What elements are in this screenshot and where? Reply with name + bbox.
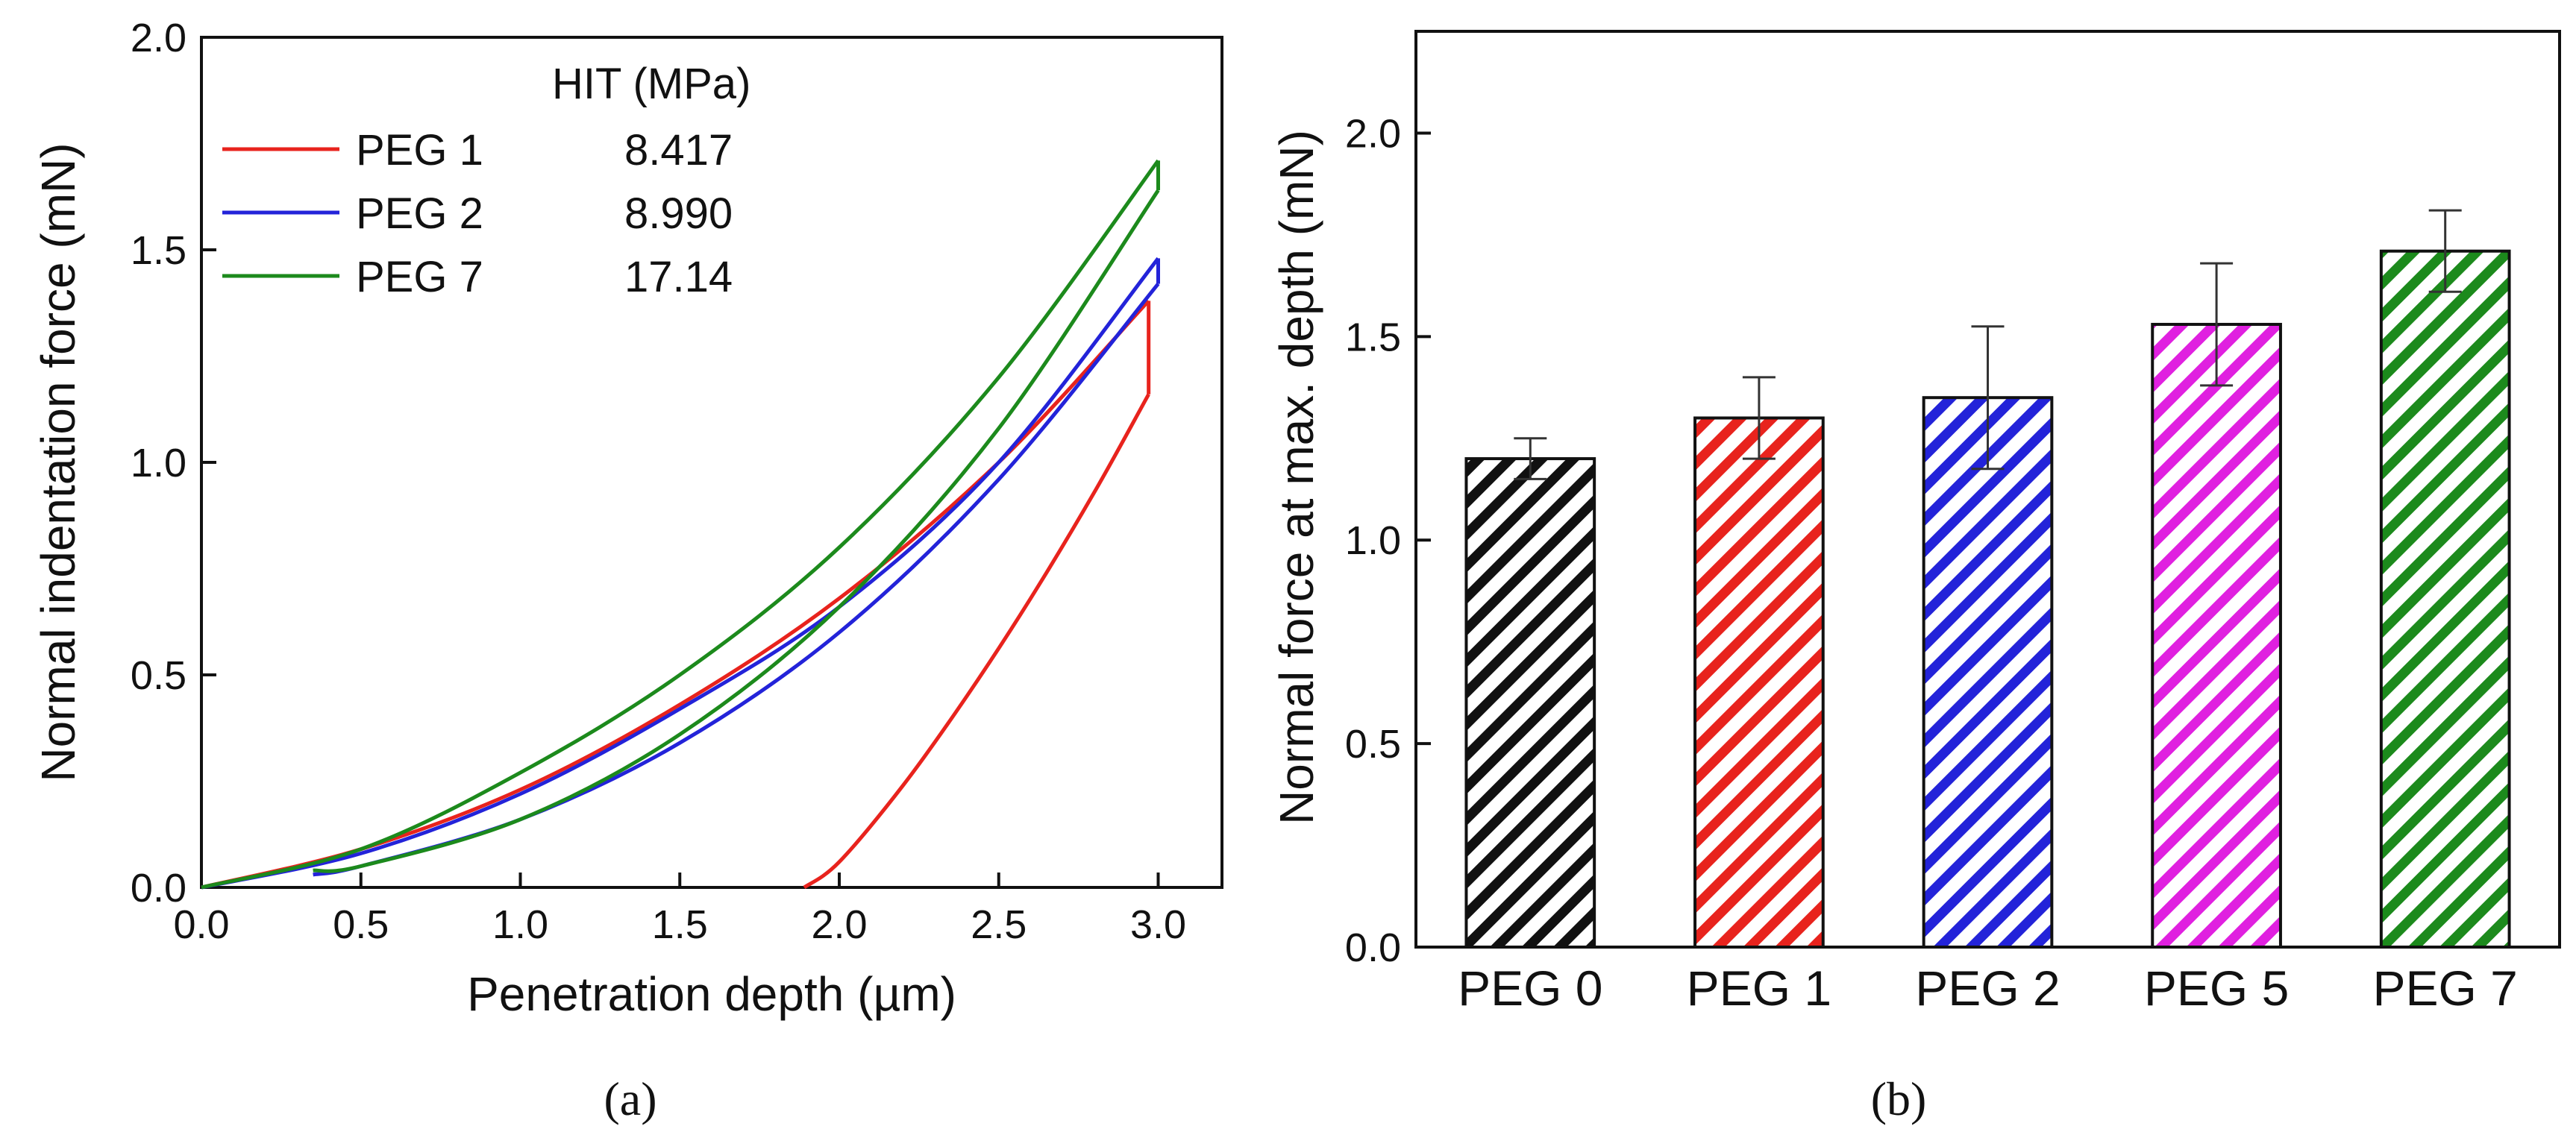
panel-a-y-tick-label-4: 2.0 bbox=[131, 16, 187, 60]
panel-a-legend: HIT (MPa) PEG 1 8.417 PEG 2 8.990 PEG 7 … bbox=[222, 60, 750, 301]
bar-group-peg-7 bbox=[2379, 209, 2511, 949]
legend-label-peg-7: PEG 7 bbox=[356, 253, 483, 301]
panel-b-y-tick-label-2: 1.0 bbox=[1345, 518, 1401, 563]
bar-peg-7 bbox=[2379, 249, 2511, 949]
legend-label-peg-1: PEG 1 bbox=[356, 126, 483, 175]
panel-a-line-chart: 0.0 0.5 1.0 1.5 2.0 2.5 3.0 0.0 0.5 1.0 1.5 2.0 Pe… bbox=[31, 16, 1223, 1125]
legend-header: HIT (MPa) bbox=[552, 60, 750, 108]
category-label-peg-2: PEG 2 bbox=[1915, 960, 2060, 1016]
legend-hit-peg-1: 8.417 bbox=[624, 126, 733, 175]
panel-b-y-tick-label-1: 0.5 bbox=[1345, 722, 1401, 767]
series-peg-2 bbox=[201, 257, 1160, 890]
panel-a-y-tick-label-1: 0.5 bbox=[131, 653, 187, 698]
category-label-peg-5: PEG 5 bbox=[2144, 960, 2289, 1016]
panel-a-y-tick-label-0: 0.0 bbox=[131, 866, 187, 911]
bar-peg-1 bbox=[1693, 416, 1825, 949]
panel-a-caption: (a) bbox=[604, 1072, 656, 1125]
panel-a-y-tick-label-2: 1.0 bbox=[131, 441, 187, 485]
bar-group-peg-5 bbox=[2151, 262, 2282, 949]
panel-b-y-tick-label-3: 1.5 bbox=[1345, 315, 1401, 359]
panel-b-bars bbox=[1464, 209, 2511, 949]
panel-b-y-axis-label: Normal force at max. depth (mN) bbox=[1270, 130, 1323, 825]
panel-b-y-ticks: 0.0 0.5 1.0 1.5 2.0 bbox=[1345, 111, 1431, 970]
panel-b-category-labels: PEG 0 PEG 1 PEG 2 PEG 5 PEG 7 bbox=[1458, 960, 2518, 1016]
panel-a-x-tick-label-3: 1.5 bbox=[652, 902, 708, 947]
legend-hit-peg-2: 8.990 bbox=[624, 189, 733, 238]
legend-hit-peg-7: 17.14 bbox=[624, 253, 733, 301]
series-peg-1 bbox=[201, 299, 1151, 890]
series-peg-2-unloading-curve bbox=[313, 283, 1160, 877]
panel-a-x-axis-label: Penetration depth (µm) bbox=[467, 967, 956, 1021]
panel-b-bar-chart: 0.00.51.01.52.0 PEG 0 PEG 1 PEG 2 PEG 5 PEG … bbox=[1270, 30, 2561, 1125]
category-label-peg-7: PEG 7 bbox=[2372, 960, 2517, 1016]
bar-group-peg-0 bbox=[1464, 437, 1596, 949]
panel-a-x-tick-label-6: 3.0 bbox=[1130, 902, 1186, 947]
panel-b-caption: (b) bbox=[1871, 1072, 1927, 1125]
series-peg-1-unloading-curve bbox=[803, 393, 1150, 890]
panel-a-series bbox=[201, 159, 1160, 890]
panel-a-x-ticks: 0.0 0.5 1.0 1.5 2.0 2.5 3.0 bbox=[173, 873, 1186, 947]
panel-b-y-tick-label-0: 0.0 bbox=[1345, 925, 1401, 970]
category-label-peg-0: PEG 0 bbox=[1458, 960, 1602, 1016]
bar-peg-2 bbox=[1922, 396, 2054, 949]
series-peg-1-loading-curve bbox=[201, 299, 1150, 890]
bar-peg-0 bbox=[1464, 457, 1596, 949]
panel-a-x-tick-label-5: 2.5 bbox=[971, 902, 1027, 947]
series-peg-7-loading-curve bbox=[201, 159, 1160, 890]
panel-a-y-ticks: 0.0 0.5 1.0 1.5 2.0 bbox=[131, 16, 216, 911]
panel-a-x-tick-label-1: 0.5 bbox=[333, 902, 389, 947]
bar-peg-5 bbox=[2151, 322, 2282, 949]
bar-group-peg-1 bbox=[1693, 376, 1825, 949]
series-peg-2-loading-curve bbox=[201, 257, 1160, 890]
panel-a-x-tick-label-0: 0.0 bbox=[173, 902, 229, 947]
bar-group-peg-2 bbox=[1922, 325, 2054, 949]
panel-a-y-tick-label-3: 1.5 bbox=[131, 228, 187, 273]
category-label-peg-1: PEG 1 bbox=[1687, 960, 1831, 1016]
legend-label-peg-2: PEG 2 bbox=[356, 189, 483, 238]
panel-b-y-tick-label-4: 2.0 bbox=[1345, 111, 1401, 156]
series-peg-7-unloading-curve bbox=[313, 189, 1160, 873]
series-peg-7 bbox=[201, 159, 1160, 890]
panel-a-x-tick-label-2: 1.0 bbox=[492, 902, 548, 947]
panel-a-y-axis-label: Normal indentation force (mN) bbox=[31, 142, 85, 782]
panel-a-x-tick-label-4: 2.0 bbox=[811, 902, 867, 947]
